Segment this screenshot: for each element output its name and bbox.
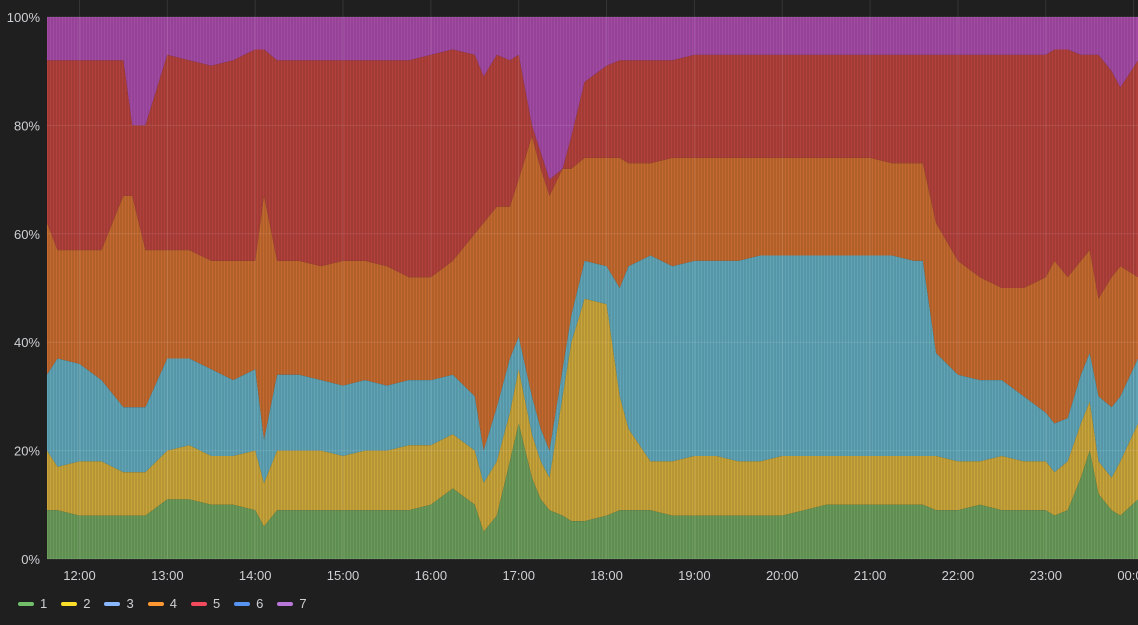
x-tick-label: 19:00 xyxy=(678,568,711,583)
x-tick-label: 00:00 xyxy=(1117,568,1138,583)
legend-label: 3 xyxy=(126,596,134,611)
legend-item-1[interactable]: 1 xyxy=(18,596,47,611)
legend-label: 4 xyxy=(169,596,177,611)
x-tick-label: 22:00 xyxy=(942,568,975,583)
grid xyxy=(47,0,1138,560)
bar-stripes xyxy=(48,17,1136,559)
legend-item-5[interactable]: 5 xyxy=(190,596,221,611)
legend: 1 2 3 4 5 6 7 xyxy=(18,596,307,611)
legend-item-3[interactable]: 3 xyxy=(104,596,134,611)
x-tick-label: 13:00 xyxy=(151,568,184,583)
legend-item-7[interactable]: 7 xyxy=(277,596,307,611)
plot-area[interactable] xyxy=(47,17,1138,559)
y-tick-label: 80% xyxy=(14,118,40,133)
series-area-1[interactable] xyxy=(47,423,1138,560)
x-tick-label: 12:00 xyxy=(63,568,96,583)
x-tick-label: 20:00 xyxy=(766,568,799,583)
legend-label: 5 xyxy=(212,596,221,611)
x-axis: 12:00 13:00 14:00 15:00 16:00 17:00 18:00 19:00… xyxy=(63,568,1138,583)
x-tick-label: 23:00 xyxy=(1029,568,1062,583)
x-tick-label: 17:00 xyxy=(502,568,535,583)
series-area-7[interactable] xyxy=(47,17,1138,180)
legend-item-6[interactable]: 6 xyxy=(234,596,263,611)
x-tick-label: 21:00 xyxy=(854,568,887,583)
y-tick-label: 60% xyxy=(14,227,40,242)
series-area-5[interactable] xyxy=(47,49,1138,299)
legend-label: 7 xyxy=(299,596,307,611)
y-tick-label: 100% xyxy=(7,10,41,25)
legend-swatch-icon xyxy=(190,601,207,606)
legend-swatch-icon xyxy=(147,601,164,606)
legend-swatch-icon xyxy=(104,601,121,606)
legend-label: 6 xyxy=(256,596,264,611)
legend-swatch-icon xyxy=(18,601,34,606)
legend-swatch-icon xyxy=(234,601,251,606)
x-tick-label: 18:00 xyxy=(590,568,623,583)
legend-swatch-icon xyxy=(277,601,294,606)
x-tick-label: 14:00 xyxy=(239,568,272,583)
legend-label: 1 xyxy=(40,596,48,611)
y-tick-label: 20% xyxy=(14,444,40,459)
series-area-2[interactable] xyxy=(47,298,1138,532)
x-tick-label: 16:00 xyxy=(415,568,448,583)
x-tick-label: 15:00 xyxy=(327,568,360,583)
legend-item-2[interactable]: 2 xyxy=(61,596,90,611)
series-area-3[interactable] xyxy=(47,255,1138,484)
legend-item-4[interactable]: 4 xyxy=(147,596,177,611)
legend-swatch-icon xyxy=(61,601,78,606)
series-area-4[interactable] xyxy=(47,136,1138,451)
y-tick-label: 40% xyxy=(14,335,40,350)
legend-label: 2 xyxy=(83,596,91,611)
y-axis: 0% 20% 40% 60% 80% 100% xyxy=(7,10,41,567)
y-tick-label: 0% xyxy=(21,552,40,567)
